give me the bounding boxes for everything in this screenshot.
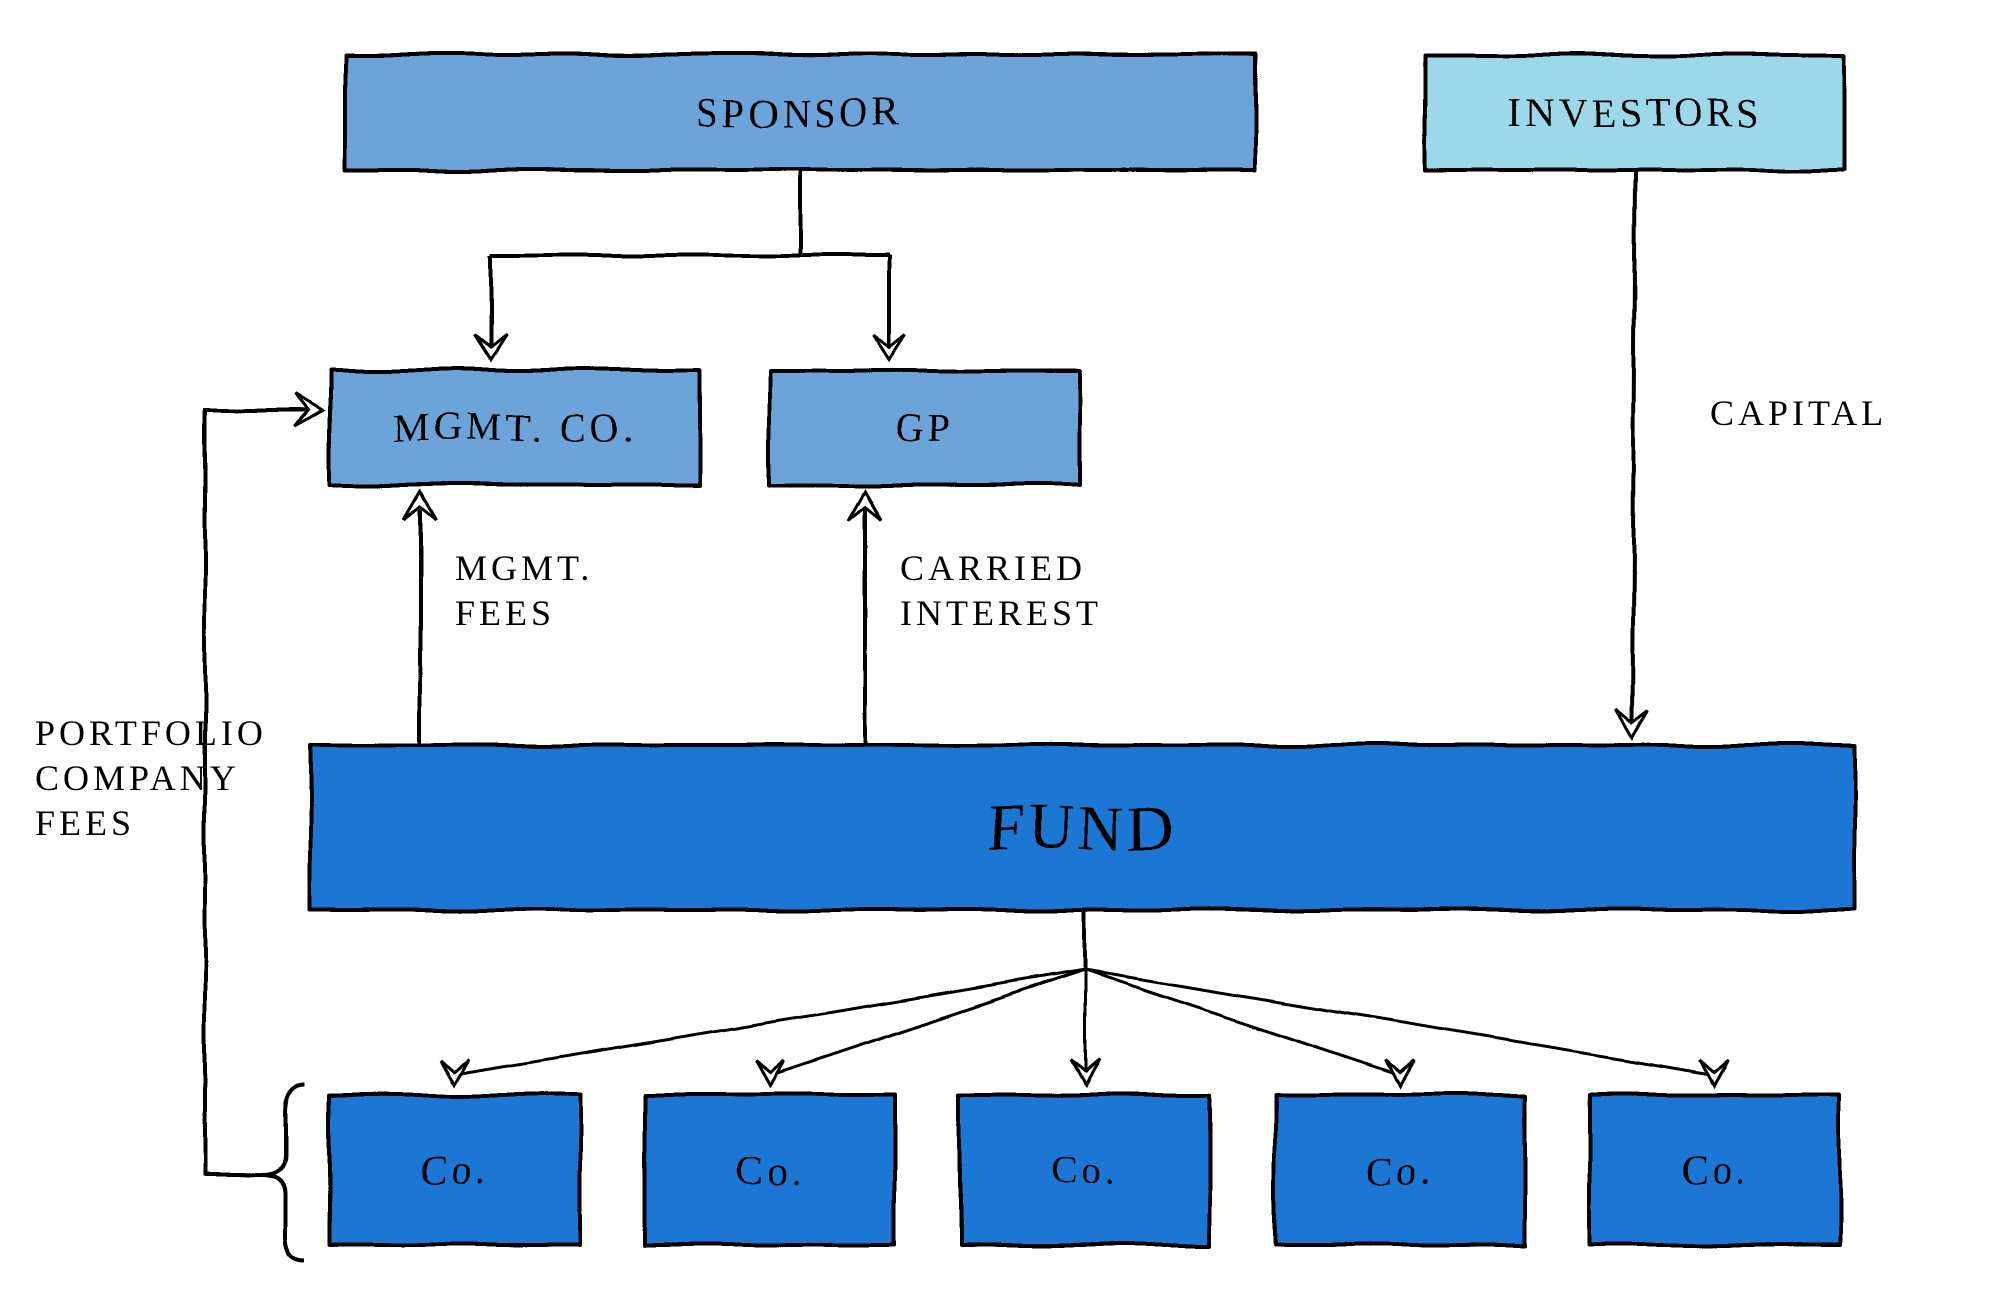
node-label-investors: INVESTORS	[1507, 90, 1762, 135]
node-co4: Co.	[1275, 1095, 1525, 1245]
node-investors: INVESTORS	[1425, 55, 1845, 170]
node-fund: FUND	[310, 745, 1855, 910]
node-label-mgmt: MGMT. CO.	[393, 405, 636, 450]
diagram-nodes: SPONSOR INVESTORS MGMT. CO. GP FUND Co. Co. Co.…	[310, 55, 1855, 1245]
edge-label-mgmt_fees: MGMT.FEES	[455, 548, 593, 633]
node-label-co1: Co.	[421, 1148, 490, 1193]
edge-fund-c5	[1085, 970, 1715, 1075]
edge-investors-fund	[1632, 170, 1635, 725]
node-co2: Co.	[645, 1095, 895, 1245]
node-co3: Co.	[960, 1095, 1210, 1245]
node-co5: Co.	[1590, 1095, 1840, 1245]
node-label-co2: Co.	[736, 1148, 805, 1193]
edge-fund-c2	[770, 970, 1085, 1075]
node-sponsor: SPONSOR	[345, 55, 1255, 170]
node-label-co5: Co.	[1681, 1148, 1750, 1193]
edge-sponsor-split	[490, 170, 890, 255]
edge-label-carried_interest: CARRIEDINTEREST	[900, 548, 1102, 633]
node-mgmt: MGMT. CO.	[330, 370, 700, 485]
edge-label-portfolio_fees: PORTFOLIOCOMPANYFEES	[35, 713, 267, 843]
node-label-gp: GP	[895, 405, 954, 450]
node-co1: Co.	[330, 1095, 580, 1245]
node-label-co4: Co.	[1366, 1148, 1435, 1193]
node-label-co3: Co.	[1051, 1148, 1120, 1193]
edge-fund-c4	[1085, 970, 1400, 1075]
node-label-sponsor: SPONSOR	[696, 90, 904, 135]
edge-fund-c1	[455, 970, 1085, 1075]
node-label-fund: FUND	[987, 792, 1177, 863]
company-brace	[262, 1085, 305, 1260]
edge-label-capital: CAPITAL	[1710, 393, 1887, 433]
node-gp: GP	[770, 370, 1080, 485]
